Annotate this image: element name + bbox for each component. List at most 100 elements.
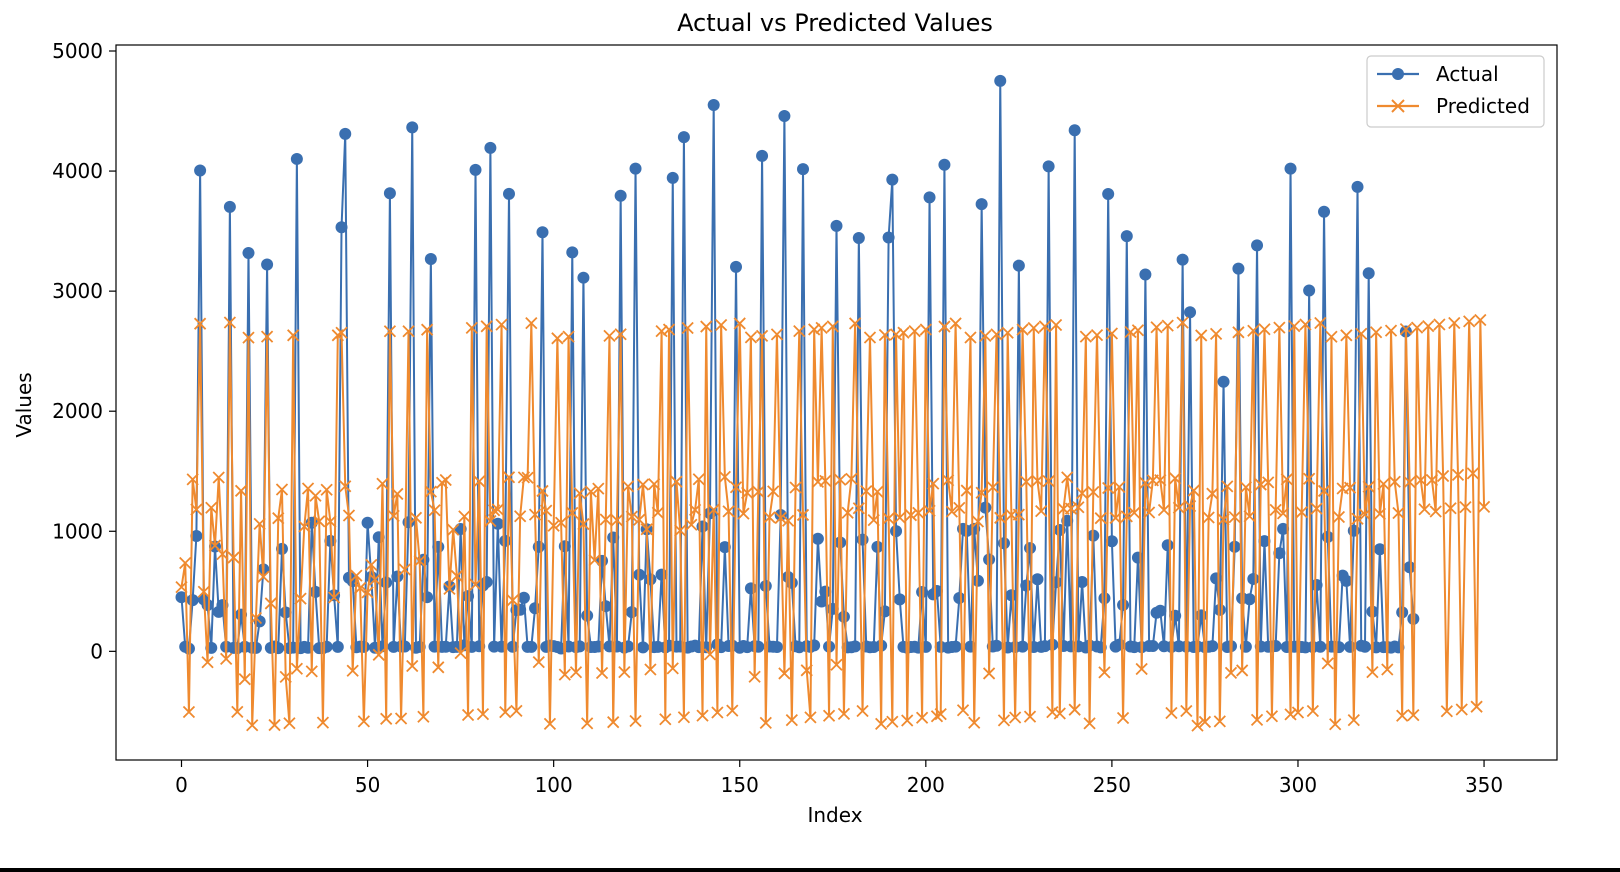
predicted-point [246, 719, 259, 732]
predicted-point [1012, 508, 1025, 521]
actual-point [1321, 530, 1334, 543]
predicted-point [662, 323, 676, 336]
predicted-point [1209, 327, 1223, 341]
predicted-point [305, 665, 318, 678]
x-axis-title: Index [807, 803, 862, 827]
predicted-point [979, 329, 992, 343]
predicted-point [1347, 714, 1360, 727]
predicted-point [1329, 718, 1342, 731]
x-tick-label: 150 [721, 773, 759, 797]
predicted-point [845, 472, 858, 486]
actual-point [290, 152, 303, 165]
actual-point [380, 576, 393, 589]
actual-point [1232, 262, 1245, 275]
predicted-point [875, 717, 888, 730]
predicted-point [287, 329, 300, 342]
predicted-point [510, 704, 523, 718]
actual-point [990, 639, 1003, 652]
predicted-point [670, 475, 683, 488]
predicted-point [808, 323, 821, 336]
axes: 0 50 100 150 200 250 300 350 0 1000 2000 3000 4000 50… [52, 39, 1558, 797]
actual-point [1247, 572, 1260, 585]
predicted-point [1343, 481, 1357, 494]
predicted-point [566, 506, 579, 520]
predicted-point [640, 523, 653, 536]
predicted-point [1262, 476, 1275, 489]
actual-point [484, 141, 497, 154]
predicted-point [1377, 477, 1390, 491]
predicted-point [532, 656, 545, 669]
predicted-point [536, 484, 549, 498]
predicted-point [1049, 318, 1063, 332]
actual-point [1042, 160, 1055, 173]
predicted-point [1254, 478, 1267, 491]
predicted-point [495, 318, 508, 331]
actual-point [666, 171, 679, 184]
predicted-point [1157, 503, 1171, 517]
predicted-point [726, 704, 739, 717]
predicted-point [227, 551, 240, 564]
predicted-point [599, 513, 612, 526]
predicted-point [1358, 508, 1372, 521]
predicted-point [469, 578, 482, 591]
predicted-point [703, 648, 717, 661]
predicted-point [826, 320, 839, 333]
predicted-point [279, 670, 292, 684]
predicted-point [737, 507, 750, 520]
predicted-point [1195, 329, 1208, 342]
predicted-point [1120, 510, 1133, 523]
predicted-point [960, 484, 973, 497]
actual-point [223, 200, 236, 213]
predicted-point [1425, 473, 1439, 487]
predicted-point [990, 328, 1003, 341]
predicted-point [517, 471, 531, 484]
legend-predicted-label: Predicted [1436, 94, 1530, 118]
actual-point [837, 610, 850, 623]
predicted-point [573, 487, 586, 500]
actual-point [1068, 124, 1081, 137]
actual-point [361, 516, 374, 529]
predicted-point [1351, 512, 1364, 525]
actual-point [983, 553, 996, 566]
predicted-point [1310, 502, 1323, 515]
actual-point [1105, 535, 1118, 548]
predicted-point [1436, 469, 1450, 483]
predicted-point [696, 709, 709, 722]
predicted-point [1306, 704, 1319, 718]
predicted-point [1135, 662, 1148, 676]
predicted-point [484, 514, 497, 528]
predicted-point [316, 716, 330, 729]
predicted-point [629, 714, 642, 728]
actual-point [756, 149, 769, 162]
predicted-point [569, 666, 583, 679]
predicted-point [659, 713, 672, 726]
predicted-point [547, 519, 560, 532]
actual-point [696, 520, 709, 533]
actual-point [279, 606, 292, 619]
actual-point [1217, 375, 1230, 388]
actual-point [272, 642, 285, 655]
actual-point [506, 640, 519, 653]
actual-point [1050, 576, 1063, 589]
predicted-point [1016, 323, 1029, 336]
predicted-point [234, 484, 248, 497]
y-tick-label: 1000 [52, 519, 103, 543]
actual-point [1016, 640, 1029, 653]
predicted-point [487, 504, 501, 517]
predicted-point [1295, 506, 1308, 519]
actual-point [979, 501, 992, 514]
predicted-point [830, 658, 843, 671]
predicted-point [1403, 476, 1416, 489]
actual-point [1258, 535, 1271, 548]
predicted-point [886, 715, 899, 728]
predicted-point [376, 477, 389, 490]
actual-point [1373, 543, 1386, 556]
predicted-point [1243, 510, 1256, 523]
predicted-point [729, 481, 743, 494]
y-tick-label: 3000 [52, 279, 103, 303]
actual-point [1076, 576, 1089, 589]
actual-point [499, 534, 512, 547]
predicted-point [1258, 323, 1271, 336]
predicted-point [968, 716, 981, 729]
predicted-point [391, 487, 404, 501]
